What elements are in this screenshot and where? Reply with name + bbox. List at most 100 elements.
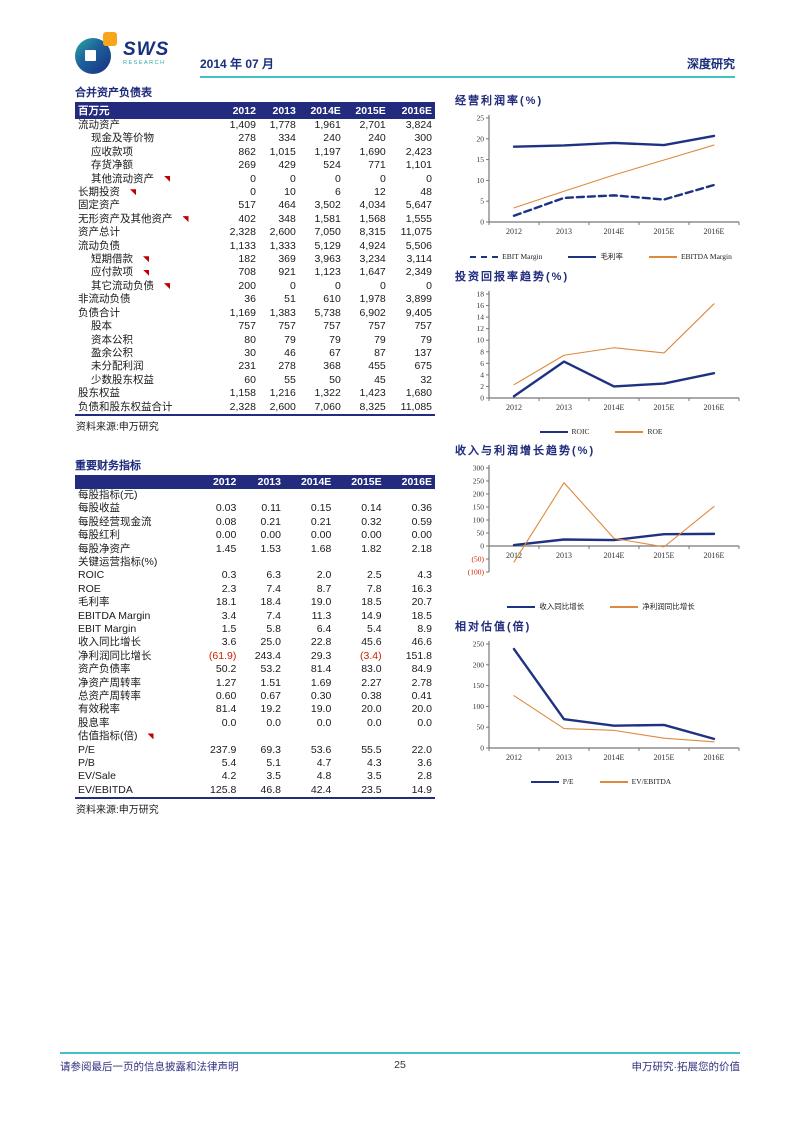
cell-value <box>385 489 435 502</box>
comment-marker-icon <box>130 189 136 196</box>
svg-text:0: 0 <box>480 542 484 551</box>
cell-value: 1,015 <box>269 145 296 158</box>
cell-value: 18.5 <box>361 596 382 609</box>
table-row: 股息率 0.0 0.0 0.0 0.0 0.0 <box>75 717 435 730</box>
footer-slogan: 申万研究·拓展您的价值 <box>631 1061 741 1073</box>
cell-value: 67 <box>329 346 341 359</box>
cell-value: 369 <box>278 253 296 266</box>
table-row: 无形资产及其他资产 402 348 1,581 1,568 1,555 <box>75 213 435 226</box>
cell-value: (61.9) <box>208 649 237 662</box>
svg-text:2013: 2013 <box>556 753 572 762</box>
cell-value: 53.2 <box>260 663 281 676</box>
column-header: 2014E <box>298 102 344 119</box>
cell-value: 30 <box>244 346 256 359</box>
cell-value: 19.0 <box>310 596 332 609</box>
balance-sheet-section: 合并资产负债表 百万元 2012 2013 2014E 2015E 2016E 流动资产 1,… <box>75 84 435 433</box>
row-label: 盈余公积 <box>91 346 133 359</box>
cell-value: 402 <box>238 212 256 225</box>
table-row: EBIT Margin 1.5 5.8 6.4 5.4 8.9 <box>75 623 435 636</box>
table-row: 流动负债 1,133 1,333 5,129 4,924 5,506 <box>75 240 435 253</box>
table-row: 其他流动资产 0 0 0 0 0 <box>75 173 435 186</box>
cell-value: 50 <box>329 373 341 386</box>
cell-value: 429 <box>278 159 296 172</box>
cell-value: 1,383 <box>269 306 296 319</box>
column-header: 2015E <box>334 474 385 489</box>
svg-text:2014E: 2014E <box>604 227 625 236</box>
row-label: 净资产周转率 <box>78 676 141 689</box>
cell-value: 0.0 <box>266 716 281 729</box>
cell-value: 182 <box>238 253 256 266</box>
svg-text:18: 18 <box>477 290 485 299</box>
svg-text:150: 150 <box>473 681 485 690</box>
cell-value: 0.67 <box>260 690 281 703</box>
cell-value: 1,158 <box>229 387 256 400</box>
series-line <box>513 144 715 209</box>
svg-text:250: 250 <box>473 640 485 649</box>
table-row: 毛利率 18.1 18.4 19.0 18.5 20.7 <box>75 596 435 609</box>
legend-item: EBIT Margin <box>470 251 542 262</box>
cell-value: 237.9 <box>210 743 237 756</box>
svg-text:150: 150 <box>473 503 485 512</box>
legend-line-swatch <box>599 780 628 783</box>
cell-value: 19.0 <box>310 703 332 716</box>
row-label: 估值指标(倍) <box>75 730 193 743</box>
cell-value: 84.9 <box>411 663 432 676</box>
cell-value: 1.5 <box>221 623 237 635</box>
cell-value: 0.32 <box>361 515 382 528</box>
comment-marker-icon <box>164 175 170 182</box>
cell-value: 0.21 <box>310 515 332 528</box>
legend-label: ROE <box>647 427 663 436</box>
cell-value: 464 <box>278 199 296 212</box>
cell-value <box>284 556 334 569</box>
cell-value: 1,409 <box>229 119 256 131</box>
chart-operating-margin: 经营利润率(%) 0 5 10 15 20 25 2012 2013 2014E 2015E 201… <box>455 92 747 262</box>
cell-value: 1,423 <box>359 387 386 400</box>
cell-value: 7,060 <box>314 400 341 413</box>
svg-text:2014E: 2014E <box>604 403 625 412</box>
cell-value: 4.8 <box>316 770 332 783</box>
row-label: 长期投资 <box>75 186 219 199</box>
cell-value: 300 <box>414 132 432 145</box>
chart-legend: 收入同比增长 净利润同比增长 <box>455 601 747 612</box>
svg-text:2015E: 2015E <box>654 551 675 560</box>
cell-value: 1,197 <box>314 145 341 158</box>
row-label: EV/Sale <box>78 770 116 783</box>
svg-text:2012: 2012 <box>506 403 522 412</box>
table-unit-label: 百万元 <box>75 102 220 119</box>
cell-value: 2.8 <box>417 770 432 783</box>
table-row: 固定资产 517 464 3,502 4,034 5,647 <box>75 199 435 212</box>
series-line <box>512 134 716 148</box>
row-label: 存货净额 <box>91 159 133 172</box>
chart-return-trend: 投资回报率趋势(%) 0 2 4 6 8 10 12 14 16 18 2012 2013 2014E 2… <box>455 268 747 436</box>
legend-label: 净利润同比增长 <box>642 602 695 611</box>
cell-value <box>193 730 239 743</box>
table-row: ROIC 0.3 6.3 2.0 2.5 4.3 <box>75 569 435 582</box>
cell-value: 243.4 <box>254 649 281 662</box>
legend-item: 净利润同比增长 <box>610 601 695 612</box>
balance-sheet-source: 资料来源:申万研究 <box>76 421 159 433</box>
table-row: EBITDA Margin 3.4 7.4 11.3 14.9 18.5 <box>75 610 435 623</box>
cell-value: 55 <box>284 373 296 386</box>
cell-value <box>284 730 334 743</box>
table-row: 每股指标(元) <box>75 489 435 502</box>
cell-value: 83.0 <box>361 663 382 676</box>
cell-value: 1,555 <box>405 212 432 225</box>
cell-value: 48 <box>420 186 432 199</box>
cell-value: 3.4 <box>221 609 237 622</box>
cell-value: 3,824 <box>405 119 432 131</box>
cell-value: 757 <box>278 320 296 333</box>
chart-title: 收入与利润增长趋势(%) <box>455 445 596 457</box>
cell-value: 2,701 <box>359 119 386 131</box>
cell-value: 1,961 <box>314 119 341 131</box>
legend-label: ROIC <box>571 427 590 436</box>
cell-value: 862 <box>238 145 256 158</box>
cell-value: 278 <box>278 360 296 373</box>
cell-value: 1.69 <box>310 676 332 689</box>
cell-value: 8,325 <box>359 400 386 413</box>
cell-value: 25.0 <box>260 636 281 649</box>
series-line <box>513 303 715 386</box>
table-row: 流动资产 1,409 1,778 1,961 2,701 3,824 <box>75 119 435 132</box>
cell-value: 45.6 <box>361 636 382 649</box>
chart-title: 相对估值(倍) <box>455 621 532 633</box>
